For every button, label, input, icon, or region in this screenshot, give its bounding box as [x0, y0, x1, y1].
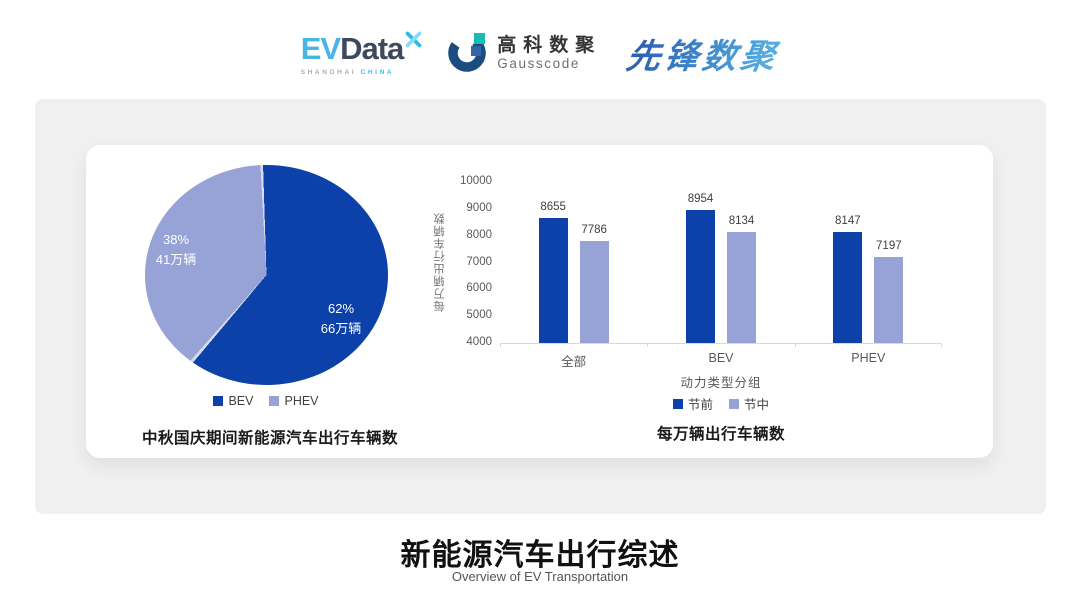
pie-slice-label-phev: 38% 41万辆	[126, 230, 226, 270]
gausscode-logo: 高科数聚 Gausscode	[446, 30, 601, 77]
bar-value-label: 8954	[687, 193, 714, 206]
phev-percent: 38%	[162, 232, 190, 247]
x-axis-tick	[647, 343, 649, 347]
x-axis-line	[500, 343, 942, 344]
y-axis-tick-label: 9000	[466, 201, 492, 214]
bar-chart: 每万辆出行车辆数 4000 5000 6000 7000 8000 9000 10000 全部…	[434, 175, 942, 443]
x-axis-category-label: BEV	[708, 351, 734, 365]
bev-count: 66万辆	[320, 321, 362, 337]
legend-swatch-phev	[269, 396, 280, 406]
evdata-spark-icon	[405, 31, 422, 53]
y-axis-tick-label: 7000	[466, 255, 492, 268]
bar-value-label: 8147	[835, 214, 861, 227]
pie-title: 中秋国庆期间新能源汽车出行车辆数	[141, 430, 398, 447]
bar-PHEV-节中	[874, 257, 904, 343]
x-axis-tick	[794, 343, 796, 347]
evdata-subtitle-shanghai: SHANGHAI	[300, 68, 357, 76]
legend-item-mid: 节中	[729, 394, 769, 413]
x-axis-tick	[941, 343, 942, 347]
pie-legend: BEV PHEV	[86, 394, 446, 408]
chart-card: 38% 41万辆 62% 66万辆 BEV PHEV 中秋国庆期间新能源汽车出行…	[86, 145, 993, 458]
legend-item-bev: BEV	[213, 394, 253, 408]
y-axis-tick-label: 5000	[466, 309, 492, 322]
phev-count: 41万辆	[155, 252, 197, 268]
y-axis-tick-label: 4000	[466, 336, 492, 348]
legend-swatch-bev	[213, 396, 224, 406]
legend-label-bev: BEV	[228, 394, 254, 408]
evdata-wordmark: EV Data	[300, 30, 422, 67]
y-axis-tick-label: 8000	[466, 228, 492, 241]
legend-label-pre: 节前	[687, 398, 713, 412]
evdata-ev-text: EV	[300, 30, 341, 66]
bar-value-label: 8655	[540, 201, 566, 214]
y-axis-tick-label: 6000	[466, 282, 492, 295]
x-axis-category-label: PHEV	[851, 351, 886, 365]
bar-BEV-节中	[727, 232, 756, 343]
evdata-subtitle: SHANGHAI CHINA	[301, 69, 421, 76]
x-axis-category-label: 全部	[561, 355, 587, 369]
pie-graphic	[145, 165, 388, 385]
gausscode-en-text: Gausscode	[497, 56, 580, 72]
legend-label-phev: PHEV	[284, 394, 319, 408]
x-axis-tick	[500, 343, 501, 347]
bar-plot-area: 4000 5000 6000 7000 8000 9000 10000 全部 8655 7786 B…	[460, 175, 942, 369]
y-axis-tick-label: 10000	[460, 175, 492, 187]
bar-PHEV-节前	[833, 231, 863, 343]
bev-percent: 62%	[327, 301, 355, 316]
xianfeng-logo-text: 先锋数聚	[624, 29, 783, 78]
bar-全部-节中	[579, 241, 609, 343]
bar-legend: 节前 节中	[500, 394, 942, 413]
bar-value-label: 7786	[581, 224, 607, 237]
pie-chart: 38% 41万辆 62% 66万辆 BEV PHEV 中秋国庆期间新能源汽车出行…	[86, 145, 454, 458]
gausscode-g-icon	[446, 30, 488, 77]
legend-swatch-pre	[672, 398, 683, 409]
gausscode-text: 高科数聚 Gausscode	[497, 35, 601, 72]
bar-value-label: 8134	[728, 215, 755, 228]
evdata-subtitle-china: CHINA	[360, 68, 395, 76]
legend-item-pre: 节前	[672, 394, 713, 413]
pie-slice-label-bev: 62% 66万辆	[291, 299, 391, 339]
footer-title: 新能源汽车出行综述	[400, 539, 680, 572]
legend-swatch-mid	[729, 398, 739, 409]
evdata-logo: EV Data SHANGHAI CHINA	[300, 30, 422, 76]
legend-label-mid: 节中	[744, 398, 770, 412]
legend-item-phev: PHEV	[269, 394, 319, 408]
bar-全部-节前	[538, 218, 568, 343]
x-axis-title: 动力类型分组	[680, 376, 762, 390]
evdata-data-text: Data	[340, 30, 404, 66]
gausscode-cn-text: 高科数聚	[497, 34, 602, 56]
header-logos: EV Data SHANGHAI CHINA	[0, 20, 1080, 86]
bar-value-label: 7197	[876, 240, 902, 253]
footer-subtitle: Overview of EV Transportation	[451, 569, 629, 584]
bar-BEV-节前	[686, 210, 715, 343]
bar-chart-title: 每万辆出行车辆数	[656, 426, 785, 443]
